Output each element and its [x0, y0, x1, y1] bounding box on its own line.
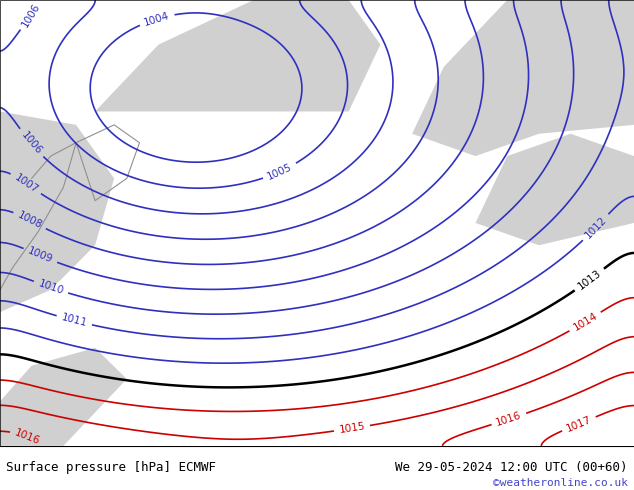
Polygon shape [412, 0, 634, 156]
Text: 1016: 1016 [495, 410, 523, 428]
Polygon shape [0, 112, 114, 312]
Polygon shape [0, 348, 127, 446]
Text: 1011: 1011 [60, 313, 88, 329]
Text: 1006: 1006 [19, 130, 43, 156]
Text: 1016: 1016 [13, 427, 42, 446]
Text: We 29-05-2024 12:00 UTC (00+60): We 29-05-2024 12:00 UTC (00+60) [395, 462, 628, 474]
Text: 1007: 1007 [12, 172, 40, 195]
Text: 1005: 1005 [266, 162, 294, 181]
Text: Surface pressure [hPa] ECMWF: Surface pressure [hPa] ECMWF [6, 462, 216, 474]
Text: 1006: 1006 [20, 1, 42, 29]
Polygon shape [476, 134, 634, 245]
Polygon shape [95, 0, 380, 112]
Text: 1013: 1013 [576, 268, 603, 292]
Text: 1014: 1014 [571, 311, 599, 333]
Text: 1004: 1004 [143, 10, 171, 27]
Text: 1010: 1010 [37, 278, 65, 296]
Text: 1009: 1009 [26, 246, 55, 265]
Text: 1012: 1012 [583, 215, 609, 241]
Text: 1008: 1008 [16, 210, 44, 231]
Text: ©weatheronline.co.uk: ©weatheronline.co.uk [493, 478, 628, 488]
Text: 1015: 1015 [338, 421, 366, 435]
Text: 1017: 1017 [565, 414, 593, 434]
